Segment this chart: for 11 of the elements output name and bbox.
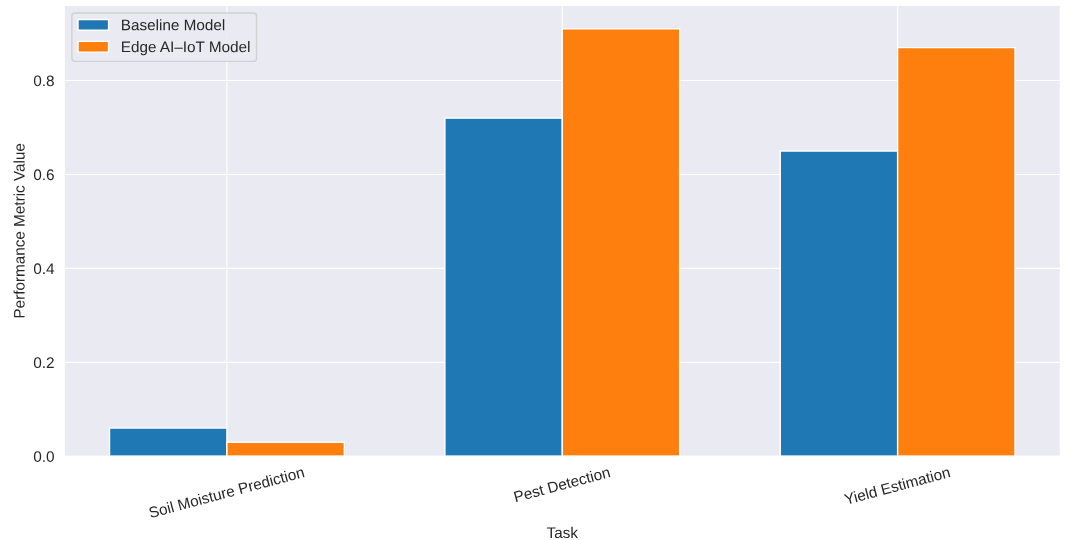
x-tick-label: Soil Moisture Prediction bbox=[148, 466, 305, 519]
x-axis-title: Task bbox=[546, 526, 578, 539]
x-tick-label: Pest Detection bbox=[513, 466, 611, 503]
y-tick-label: 0.4 bbox=[33, 263, 55, 275]
y-tick-label: 0.8 bbox=[33, 75, 54, 87]
y-tick-label: 0.2 bbox=[33, 357, 54, 369]
y-axis-title: Performance Metric Value bbox=[13, 143, 25, 318]
y-tick-label: 0.6 bbox=[33, 169, 54, 181]
legend-label: Baseline Model bbox=[122, 19, 225, 31]
legend-label: Edge AI–IoT Model bbox=[122, 41, 250, 56]
y-tick-label: 0.0 bbox=[33, 451, 54, 462]
